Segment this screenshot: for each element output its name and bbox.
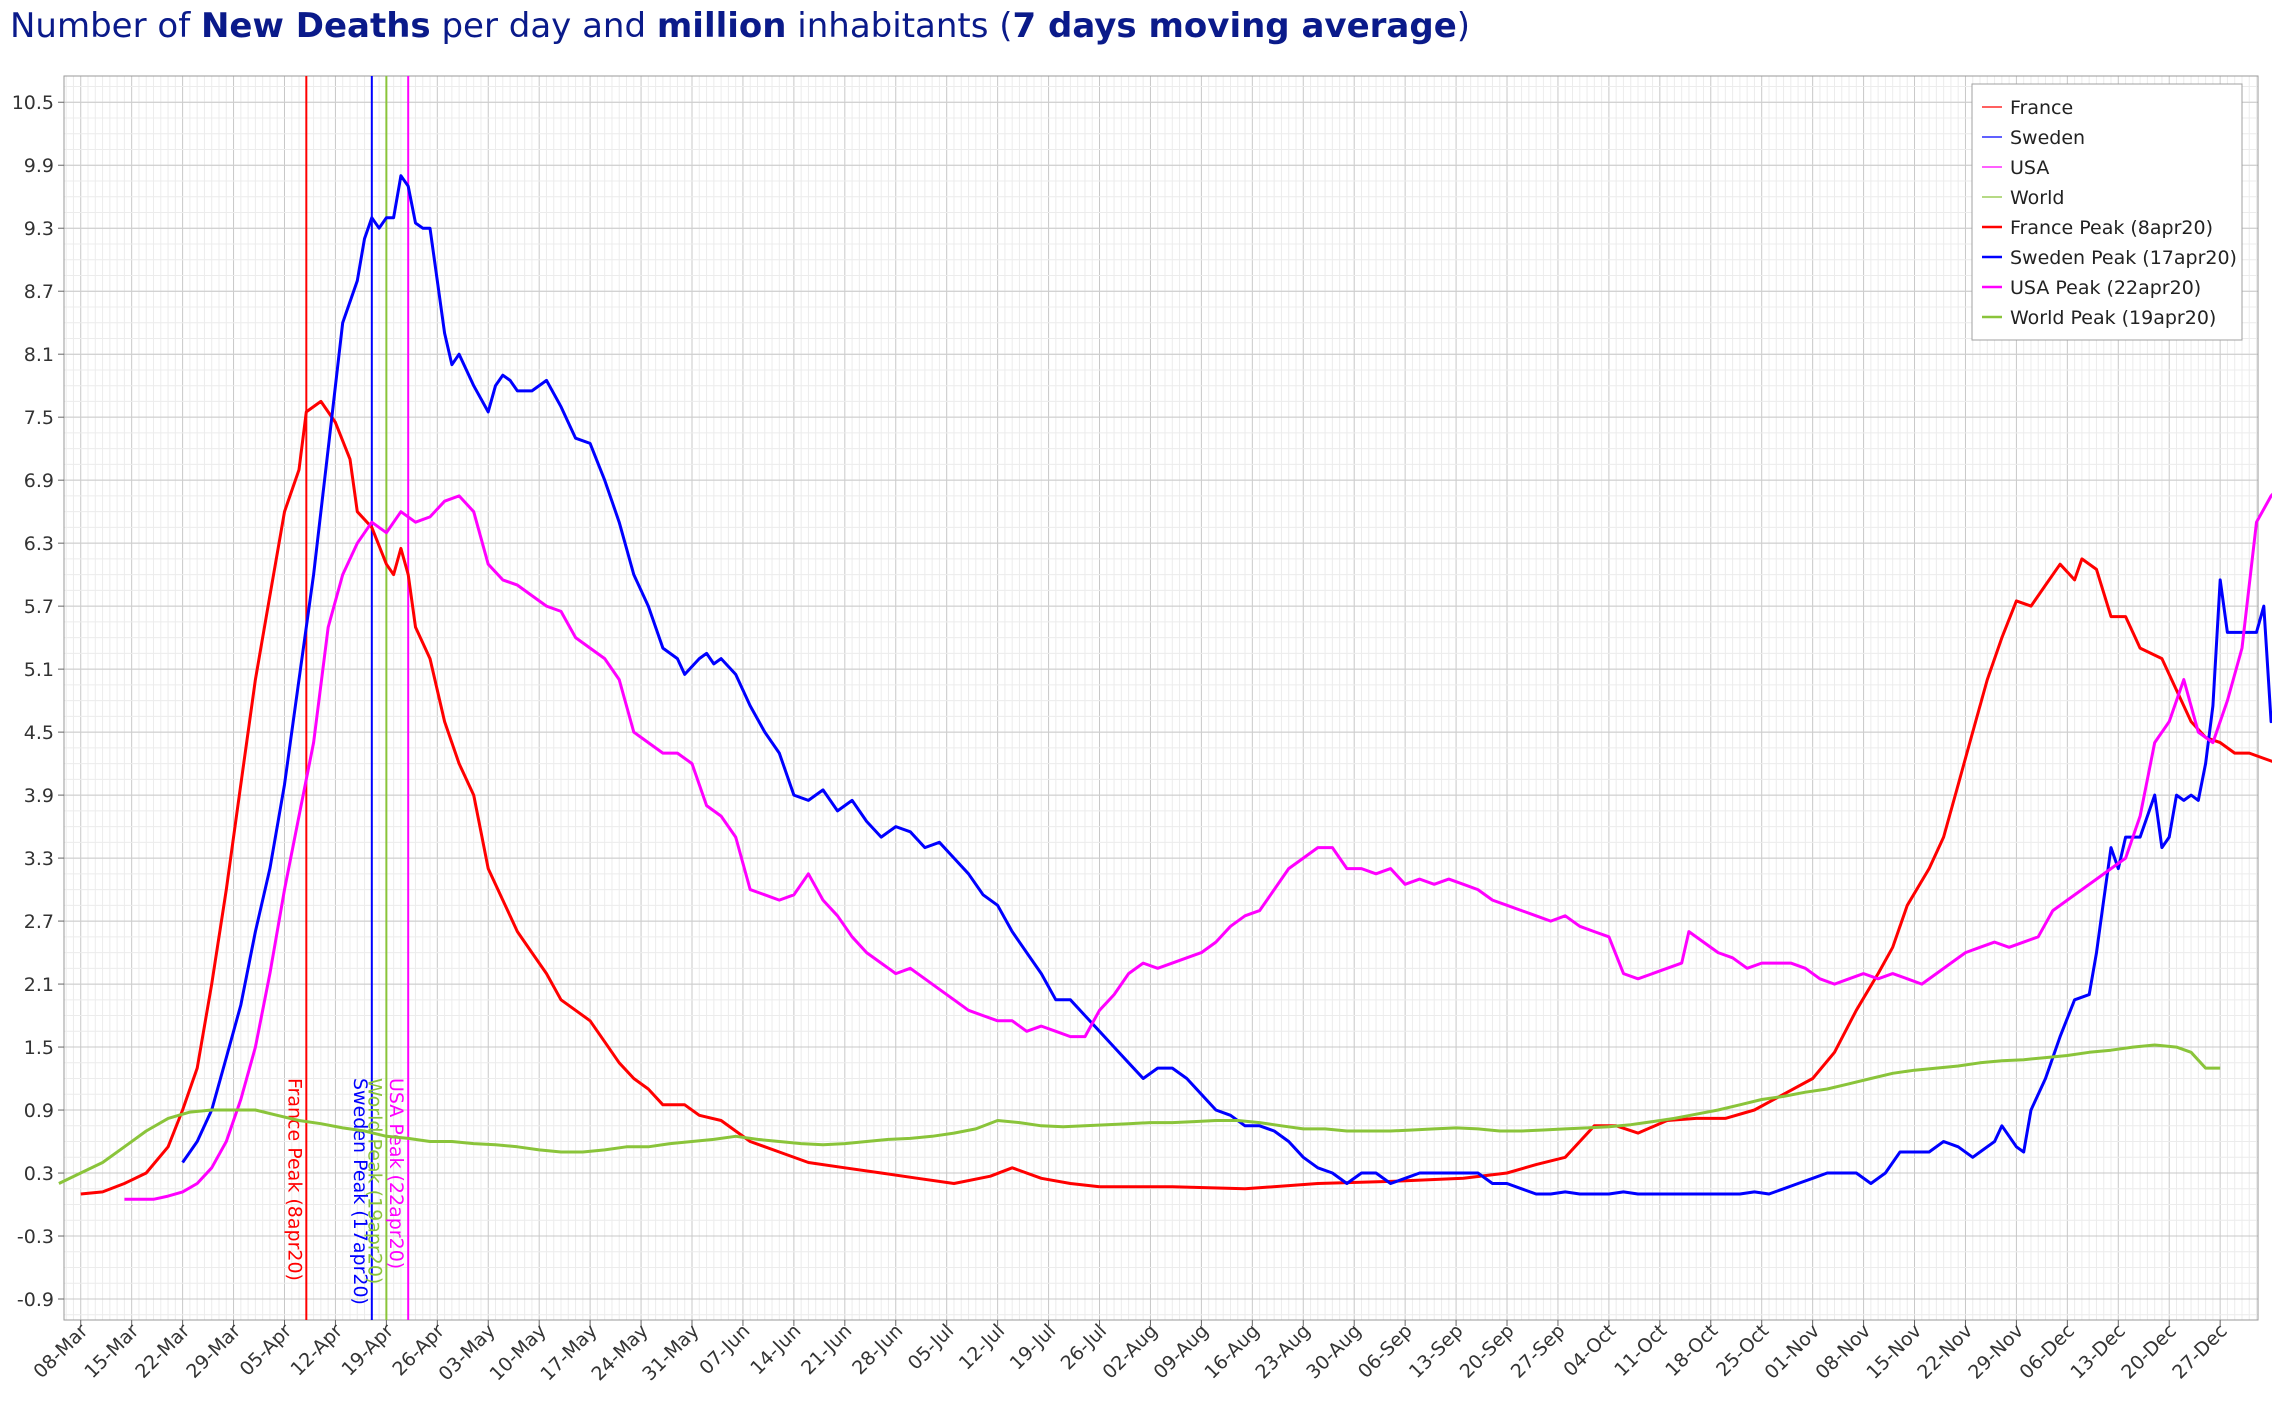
x-tick-label: 19-Jul	[1006, 1320, 1060, 1374]
y-tick-label: 3.3	[24, 848, 54, 870]
title-bold-part: million	[656, 6, 787, 46]
y-tick-label: 10.5	[12, 92, 54, 114]
y-tick-label: -0.9	[17, 1289, 54, 1311]
y-tick-label: 2.7	[24, 911, 54, 933]
legend-entry: France	[2010, 97, 2073, 119]
x-tick-label: 15-Nov	[1862, 1320, 1926, 1384]
y-tick-label: 1.5	[24, 1037, 54, 1059]
y-axis: 10.5 9.9 9.3 8.7 8.1 7.5 6.9 6.3 5.7 5.1 4.5 3.9 3.3…	[12, 92, 64, 1311]
y-tick-label: 9.9	[24, 155, 54, 177]
title-bold-part: New Deaths	[200, 6, 431, 46]
x-tick-label: 04-Oct	[1559, 1320, 1620, 1381]
x-tick-label: 11-Oct	[1610, 1320, 1671, 1381]
peak-label: USA Peak (22apr20)	[385, 1078, 407, 1269]
legend-entry: USA	[2010, 157, 2049, 179]
series-line	[124, 492, 2272, 1201]
x-tick-label: 19-Apr	[337, 1320, 398, 1381]
legend: France Sweden USA World France Peak (8apr20)…	[1971, 83, 2243, 341]
series-lines	[58, 174, 2272, 1201]
x-tick-label: 22-Mar	[131, 1320, 194, 1383]
peak-label: France Peak (8apr20)	[283, 1078, 305, 1281]
x-tick-label: 12-Apr	[287, 1320, 348, 1381]
legend-entry: France Peak (8apr20)	[2010, 217, 2213, 239]
chart-title: Number of New Deaths per day and million…	[10, 6, 1470, 46]
y-tick-label: 9.3	[24, 218, 54, 240]
x-tick-label: 09-Aug	[1149, 1320, 1212, 1383]
legend-entry: Sweden Peak (17apr20)	[2010, 247, 2237, 269]
x-tick-label: 06-Sep	[1354, 1320, 1417, 1383]
y-tick-label: 8.7	[24, 281, 54, 303]
y-tick-label: 6.3	[24, 533, 54, 555]
peak-label: Sweden Peak (17apr20)	[349, 1078, 371, 1305]
x-tick-label: 14-Jun	[746, 1320, 805, 1379]
peak-lines: France Peak (8apr20) Sweden Peak (17apr20…	[283, 76, 410, 1320]
y-tick-label: 0.3	[24, 1163, 54, 1185]
x-tick-label: 30-Aug	[1302, 1320, 1365, 1383]
x-tick-label: 20-Sep	[1456, 1320, 1519, 1383]
x-tick-label: 01-Nov	[1760, 1320, 1824, 1384]
legend-entry: World Peak (19apr20)	[2010, 307, 2216, 329]
title-part: Number of	[10, 6, 201, 46]
y-tick-label: 5.7	[24, 596, 54, 618]
peak-label: World Peak (19apr20)	[363, 1078, 385, 1284]
title-part: )	[1456, 6, 1471, 46]
y-tick-label: 8.1	[24, 344, 54, 366]
x-tick-label: 05-Apr	[236, 1320, 297, 1381]
legend-entry: USA Peak (22apr20)	[2010, 277, 2201, 299]
y-tick-label: 4.5	[24, 722, 54, 744]
series-line	[58, 1043, 2221, 1185]
x-axis: 08-Mar15-Mar22-Mar29-Mar05-Apr12-Apr19-A…	[29, 1320, 2231, 1385]
x-tick-label: 13-Sep	[1405, 1320, 1468, 1383]
x-tick-label: 06-Dec	[2015, 1320, 2079, 1384]
title-part: per day and	[430, 6, 657, 46]
y-tick-label: 6.9	[24, 470, 54, 492]
x-tick-label: 18-Oct	[1661, 1320, 1722, 1381]
x-tick-label: 12-Jul	[955, 1320, 1009, 1374]
x-tick-label: 31-May	[638, 1320, 703, 1385]
x-tick-label: 29-Mar	[182, 1320, 245, 1383]
x-tick-label: 15-Mar	[80, 1320, 143, 1383]
y-tick-label: 7.5	[24, 407, 54, 429]
legend-entry: World	[2010, 187, 2064, 209]
y-tick-label: 0.9	[24, 1100, 54, 1122]
y-tick-label: 5.1	[24, 659, 54, 681]
x-tick-label: 21-Jun	[797, 1320, 856, 1379]
grid	[64, 76, 2258, 1320]
x-tick-label: 28-Jun	[848, 1320, 907, 1379]
x-tick-label: 13-Dec	[2066, 1320, 2130, 1384]
x-tick-label: 27-Sep	[1507, 1320, 1570, 1383]
y-tick-label: -0.3	[17, 1226, 54, 1248]
legend-box	[1971, 83, 2243, 341]
x-tick-label: 20-Dec	[2117, 1320, 2181, 1384]
x-tick-label: 22-Nov	[1913, 1320, 1977, 1384]
title-bold-part: 7 days moving average	[1012, 6, 1457, 46]
y-tick-label: 3.9	[24, 785, 54, 807]
x-tick-label: 29-Nov	[1964, 1320, 2028, 1384]
series-line	[181, 174, 2272, 1196]
x-tick-label: 23-Aug	[1251, 1320, 1314, 1383]
plot-frame	[63, 75, 2259, 1321]
legend-entry: Sweden	[2010, 127, 2085, 149]
x-tick-label: 08-Mar	[29, 1320, 92, 1383]
x-tick-label: 27-Dec	[2168, 1320, 2232, 1384]
x-tick-label: 16-Aug	[1200, 1320, 1263, 1383]
x-tick-label: 02-Aug	[1099, 1320, 1162, 1383]
y-tick-label: 2.1	[24, 974, 54, 996]
x-tick-label: 08-Nov	[1811, 1320, 1875, 1384]
title-part: inhabitants (	[786, 6, 1013, 46]
x-tick-label: 05-Jul	[904, 1320, 958, 1374]
x-tick-label: 07-Jun	[695, 1320, 754, 1379]
